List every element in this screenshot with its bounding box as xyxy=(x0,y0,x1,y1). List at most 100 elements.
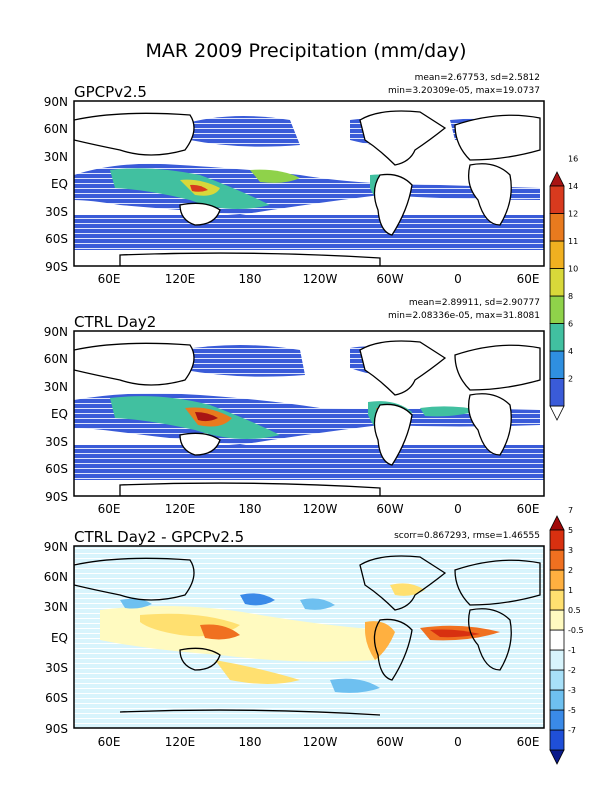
lat-label: 90S xyxy=(45,490,68,504)
colorbar-label: 11 xyxy=(568,237,578,246)
lon-label: 60E xyxy=(517,272,540,286)
lat-label: 90N xyxy=(44,325,68,339)
lon-label: 60W xyxy=(376,272,403,286)
colorbar-segment xyxy=(549,529,565,551)
lat-label: 30S xyxy=(45,435,68,449)
colorbar-segment xyxy=(549,171,565,187)
colorbar-label: 0.5 xyxy=(568,606,581,615)
colorbar-label: 16 xyxy=(568,155,578,164)
lat-label: 90S xyxy=(45,722,68,736)
figure-title: MAR 2009 Precipitation (mm/day) xyxy=(145,40,466,62)
colorbar-segment xyxy=(549,185,565,214)
panel-frame xyxy=(73,545,545,729)
lat-label: 90N xyxy=(44,540,68,554)
panel-frame xyxy=(73,100,545,267)
lon-label: 0 xyxy=(454,735,462,749)
colorbar-label: 2 xyxy=(568,375,573,384)
lon-label: 60E xyxy=(98,735,121,749)
precip-field xyxy=(74,101,544,266)
panel-title: CTRL Day2 xyxy=(74,313,156,331)
colorbar-segment xyxy=(549,749,565,765)
lon-label: 120E xyxy=(165,502,196,516)
colorbar-label: -2 xyxy=(568,666,576,675)
colorbar-label: -5 xyxy=(568,706,576,715)
colorbar-label: 7 xyxy=(568,506,573,515)
colorbar-label: 10 xyxy=(568,265,578,274)
colorbar-segment xyxy=(549,569,565,591)
colorbar-segment xyxy=(549,240,565,269)
colorbar-label: 5 xyxy=(568,526,573,535)
lat-label: 90S xyxy=(45,260,68,274)
lon-label: 120E xyxy=(165,272,196,286)
lon-ticks: 60E 120E 180 120W 60W 0 60E xyxy=(98,502,540,516)
colorbar-segment xyxy=(549,405,565,421)
lat-ticks: 90N 60N 30N EQ 30S 60S 90S xyxy=(44,540,68,736)
lat-label: 60S xyxy=(45,232,68,246)
lat-label: 60S xyxy=(45,691,68,705)
colorbar-label: 1 xyxy=(568,586,573,595)
colorbar-label: 2 xyxy=(568,566,573,575)
colorbar-precip: 2 4 6 8 10 11 12 14 16 xyxy=(549,155,578,421)
lon-label: 0 xyxy=(454,272,462,286)
colorbar-segment xyxy=(549,629,565,651)
panel-stats-1: mean=2.89911, sd=2.90777 xyxy=(409,298,540,308)
lat-label: 30S xyxy=(45,661,68,675)
panel-stats-1: scorr=0.867293, rmse=1.46555 xyxy=(394,531,540,541)
colorbar-label: 8 xyxy=(568,292,573,301)
lat-label: 60N xyxy=(44,122,68,136)
panel-stats-2: min=2.08336e-05, max=31.8081 xyxy=(388,311,540,321)
lat-label: 60N xyxy=(44,570,68,584)
lat-ticks: 90N 60N 30N EQ 30S 60S 90S xyxy=(44,325,68,504)
lat-label: EQ xyxy=(51,407,68,421)
colorbar-segment xyxy=(549,268,565,297)
lon-label: 120E xyxy=(165,735,196,749)
lat-label: 30N xyxy=(44,600,68,614)
colorbar-label: 14 xyxy=(568,182,578,191)
lat-label: 30S xyxy=(45,205,68,219)
lon-label: 120W xyxy=(303,735,338,749)
colorbar-segment xyxy=(549,589,565,611)
lon-label: 60W xyxy=(376,735,403,749)
colorbar-segment xyxy=(549,689,565,711)
lon-ticks: 60E 120E 180 120W 60W 0 60E xyxy=(98,272,540,286)
lat-label: 30N xyxy=(44,150,68,164)
lon-label: 180 xyxy=(239,502,262,516)
panel-stats-2: min=3.20309e-05, max=19.0737 xyxy=(388,86,540,96)
colorbar-label: 3 xyxy=(568,546,573,555)
lat-ticks: 90N 60N 30N EQ 30S 60S 90S xyxy=(44,95,68,274)
lon-label: 180 xyxy=(239,272,262,286)
lon-label: 120W xyxy=(303,502,338,516)
colorbar-label: 12 xyxy=(568,210,578,219)
panel-gpcp: GPCPv2.5 mean=2.67753, sd=2.5812 min=3.2… xyxy=(44,73,545,286)
colorbar-segment xyxy=(549,378,565,407)
colorbar-segment xyxy=(549,609,565,631)
precip-field xyxy=(74,331,544,496)
colorbar-segment xyxy=(549,649,565,671)
lon-label: 0 xyxy=(454,502,462,516)
colorbar-segment xyxy=(549,213,565,242)
colorbar-label: -3 xyxy=(568,686,576,695)
lat-label: 30N xyxy=(44,380,68,394)
panel-ctrl: CTRL Day2 mean=2.89911, sd=2.90777 min=2… xyxy=(44,298,545,516)
colorbar-label: -0.5 xyxy=(568,626,584,635)
lon-label: 60W xyxy=(376,502,403,516)
lon-label: 60E xyxy=(517,502,540,516)
lat-label: 60N xyxy=(44,352,68,366)
panel-diff: CTRL Day2 - GPCPv2.5 scorr=0.867293, rms… xyxy=(44,528,545,749)
lon-ticks: 60E 120E 180 120W 60W 0 60E xyxy=(98,735,540,749)
colorbar-segment xyxy=(549,350,565,379)
lon-label: 60E xyxy=(98,272,121,286)
lat-label: EQ xyxy=(51,177,68,191)
colorbar-segment xyxy=(549,295,565,324)
lon-label: 120W xyxy=(303,272,338,286)
colorbar-label: -7 xyxy=(568,726,576,735)
lon-label: 60E xyxy=(517,735,540,749)
panel-stats-1: mean=2.67753, sd=2.5812 xyxy=(415,73,540,83)
lat-label: EQ xyxy=(51,631,68,645)
colorbar-label: 4 xyxy=(568,347,573,356)
colorbar-label: 6 xyxy=(568,320,573,329)
colorbar-segment xyxy=(549,549,565,571)
panel-title: GPCPv2.5 xyxy=(74,83,147,101)
colorbar-segment xyxy=(549,669,565,691)
